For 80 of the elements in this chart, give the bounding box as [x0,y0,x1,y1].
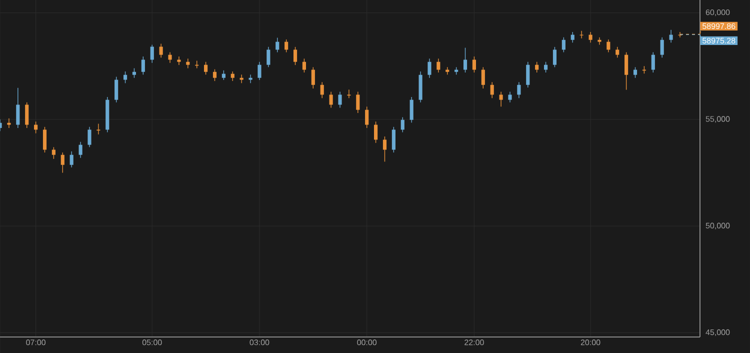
candlestick [177,56,181,66]
x-tick-label: 00:00 [357,340,377,346]
candlestick [114,76,118,103]
y-tick-label: 60,000 [706,9,730,16]
y-tick-label: 45,000 [706,329,730,336]
candlestick [669,30,673,44]
candlestick [258,62,262,80]
candlestick [526,62,530,88]
candlestick [42,126,47,153]
candlestick [78,141,82,158]
candlestick [347,89,351,98]
candlestick [624,52,628,90]
candlestick [168,52,172,64]
candlestick [123,71,128,84]
candlestick [132,68,136,78]
candlestick [552,46,557,68]
candlestick [284,39,288,53]
candlestick [88,126,92,148]
candlestick [508,91,512,103]
ref-line-label: 58975.28 [702,38,736,44]
candlestick [356,91,360,114]
candlestick [16,88,20,128]
candlestick [230,71,234,82]
candlestick [266,46,270,68]
candlestick [651,52,655,73]
candlestick [141,56,145,75]
candlestick [472,56,476,73]
candlestick [186,58,190,69]
legend-label: 58997.86 [702,23,736,29]
y-tick-label: 50,000 [706,222,730,230]
candlestick [248,74,252,84]
candlestick [392,126,396,153]
candlestick [311,66,315,89]
candlestick [463,47,468,73]
candlestick [616,46,620,58]
x-tick-label: 07:00 [26,340,46,346]
candlestick [159,43,163,58]
candlestick [400,116,404,133]
candlestick [606,39,610,53]
candlestick [60,152,64,174]
candlestick [240,74,244,84]
candlestick [276,37,280,53]
candlestick [660,36,664,58]
candlestick [329,91,333,108]
candlestick [70,151,74,168]
candlestick [374,121,378,144]
candlestick [544,62,548,73]
x-tick-label: 22:00 [464,340,484,346]
candlestick [410,96,414,123]
candlestick [382,136,387,162]
candlestick [535,62,539,73]
candlestick [34,121,38,134]
candlestick [517,82,521,98]
candlestick [598,36,602,46]
candlestick [25,102,29,128]
candlestick [633,66,638,78]
candlestick [204,62,208,75]
candlestick [588,32,592,44]
candlestick [499,91,503,107]
candlestick [570,32,574,44]
candlestick [428,58,432,78]
candlestick [222,70,226,80]
candlestick [212,68,217,82]
x-tick-label: 05:00 [142,340,162,346]
candlestick [7,118,11,128]
x-tick-label: 20:00 [580,340,600,346]
candlestick [96,123,100,135]
candlestick [320,82,324,98]
candlestick [150,44,154,64]
candlestick [365,106,369,128]
candlestick [436,58,440,73]
candlestick [302,58,306,73]
candlestick [481,66,485,89]
candlestick [490,82,494,98]
candlestick [293,46,298,66]
candlestick [562,36,566,53]
x-tick-label: 03:00 [250,340,270,346]
candlestick [52,146,56,160]
candlestick [338,91,342,108]
y-tick-label: 55,000 [706,116,730,123]
